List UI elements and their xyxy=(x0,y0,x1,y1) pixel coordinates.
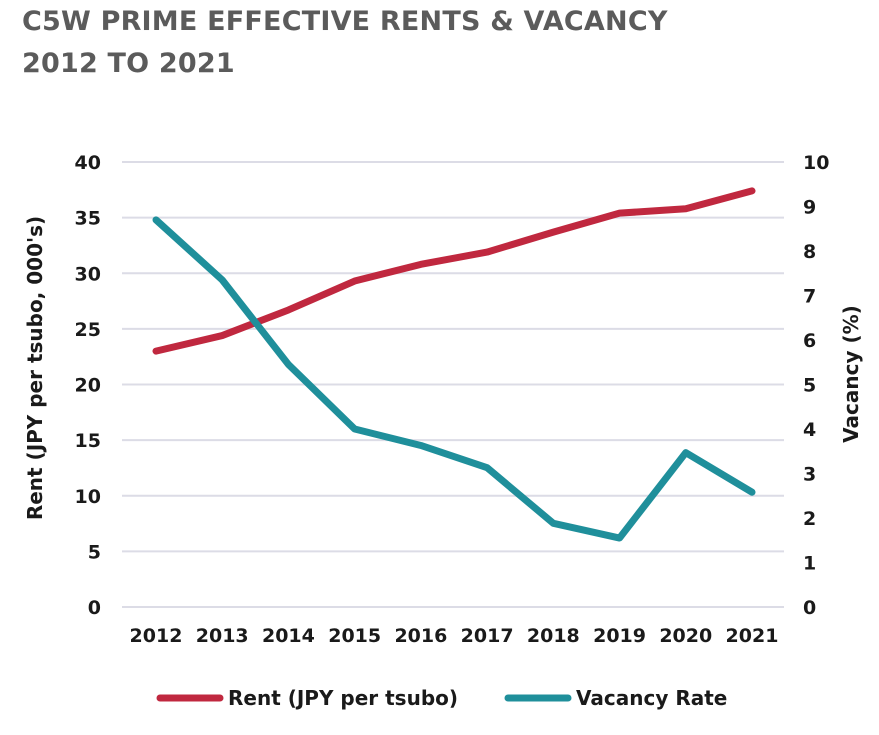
right-tick-label: 9 xyxy=(803,197,816,219)
right-tick-label: 1 xyxy=(803,553,816,575)
x-tick-label: 2020 xyxy=(659,625,712,647)
x-tick-label: 2014 xyxy=(262,625,315,647)
legend-label-vacancy: Vacancy Rate xyxy=(576,686,727,710)
left-tick-label: 35 xyxy=(75,208,101,230)
right-tick-label: 0 xyxy=(803,597,816,619)
right-tick-label: 7 xyxy=(803,286,816,308)
legend-label-rent: Rent (JPY per tsubo) xyxy=(228,686,458,710)
gridlines xyxy=(122,161,784,608)
x-tick-label: 2015 xyxy=(328,625,381,647)
right-tick-label: 5 xyxy=(803,375,816,397)
x-tick-label: 2013 xyxy=(196,625,249,647)
right-axis-ticks: 0 1 2 3 4 5 6 7 8 9 10 xyxy=(803,152,829,619)
left-tick-label: 10 xyxy=(75,486,101,508)
x-tick-label: 2016 xyxy=(394,625,447,647)
right-tick-label: 10 xyxy=(803,152,829,174)
x-axis-ticks: 2012 2013 2014 2015 2016 2017 2018 2019 2020 2021 xyxy=(130,625,779,647)
x-tick-label: 2019 xyxy=(593,625,646,647)
series-lines xyxy=(152,187,756,542)
right-tick-label: 4 xyxy=(803,419,816,441)
left-tick-label: 30 xyxy=(75,263,101,285)
left-tick-label: 40 xyxy=(75,152,101,174)
left-tick-label: 20 xyxy=(75,375,101,397)
right-tick-label: 2 xyxy=(803,508,816,530)
chart-title: C5W PRIME EFFECTIVE RENTS & VACANCY xyxy=(22,6,668,37)
x-tick-label: 2017 xyxy=(461,625,514,647)
left-tick-label: 15 xyxy=(75,430,101,452)
left-tick-label: 25 xyxy=(75,319,101,341)
x-tick-label: 2021 xyxy=(726,625,779,647)
left-axis-label: Rent (JPY per tsubo, 000's) xyxy=(23,216,47,520)
rent-series-line xyxy=(152,187,756,355)
left-tick-label: 5 xyxy=(88,541,101,563)
right-tick-label: 6 xyxy=(803,330,816,352)
left-tick-label: 0 xyxy=(88,597,101,619)
chart-subtitle: 2012 TO 2021 xyxy=(22,48,235,79)
left-axis-ticks: 0 5 10 15 20 25 30 35 40 xyxy=(75,152,101,619)
x-tick-label: 2012 xyxy=(130,625,183,647)
right-axis-label: Vacancy (%) xyxy=(839,305,863,443)
right-tick-label: 3 xyxy=(803,464,816,486)
x-tick-label: 2018 xyxy=(527,625,580,647)
right-tick-label: 8 xyxy=(803,241,816,263)
vacancy-series-line xyxy=(152,216,756,542)
legend: Rent (JPY per tsubo) Vacancy Rate xyxy=(156,686,727,710)
